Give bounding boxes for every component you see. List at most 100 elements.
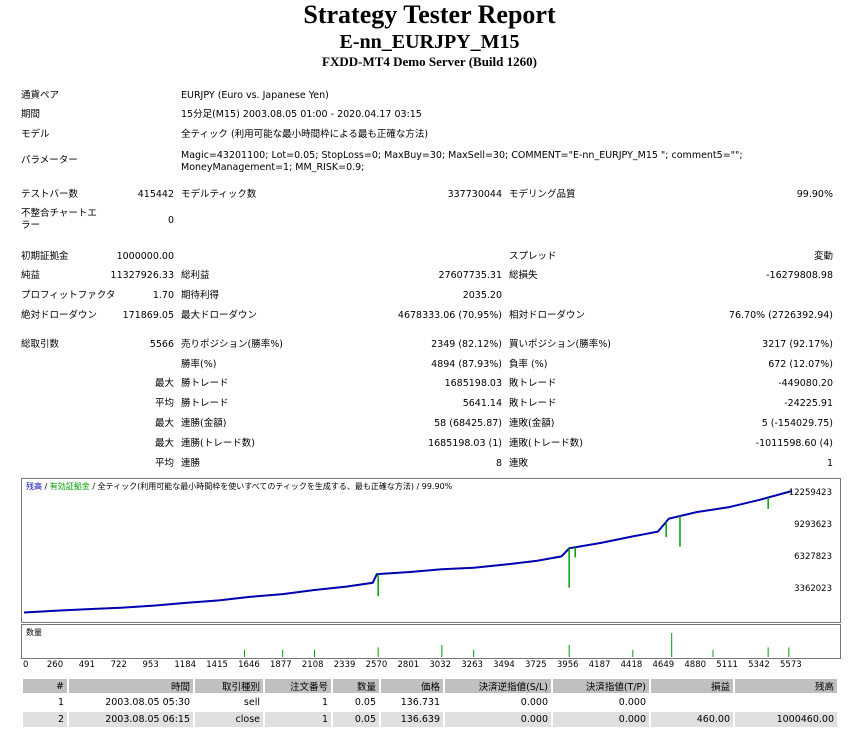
period-label: 期間 — [21, 109, 41, 120]
cell-volume: 0.05 — [333, 712, 379, 727]
cell-number: 2 — [23, 712, 67, 727]
x-tick-label: 5573 — [780, 660, 802, 670]
volume-chart: 数量 396224 — [21, 624, 841, 659]
balance-line — [23, 490, 793, 614]
cell-price: 136.731 — [381, 695, 443, 710]
legend-equity: 有効証拠金 — [49, 482, 90, 491]
mismatch-value: 0 — [167, 215, 174, 226]
largest-win-label: 勝トレード — [181, 378, 229, 389]
avg-word: 平均 — [154, 398, 174, 409]
avg-cons-losses-value: 1 — [826, 458, 833, 469]
abs-drawdown-label: 絶対ドローダウン — [21, 310, 98, 321]
loss-pct-label: 負率 (%) — [509, 359, 548, 370]
x-tick-label: 1646 — [238, 660, 260, 670]
ticks-label: モデルティック数 — [181, 189, 257, 200]
cons-profit-value: 1685198.03 (1) — [428, 438, 502, 449]
long-positions-value: 3217 (92.17%) — [762, 339, 833, 350]
y-tick-label: 3362023 — [794, 584, 832, 594]
gross-loss-value: -16279808.98 — [766, 270, 833, 281]
table-row: 1 2003.08.05 05:30 sell 1 0.05 136.731 0… — [23, 695, 837, 710]
loss-pct-value: 672 (12.07%) — [768, 359, 833, 370]
x-tick-label: 2108 — [301, 660, 324, 670]
avg-win-value: 5641.14 — [462, 398, 502, 409]
col-header-type: 取引種別 — [195, 679, 263, 693]
win-pct-value: 4894 (87.93%) — [431, 359, 502, 370]
quality-label: モデリング品質 — [509, 189, 576, 200]
cell-type: close — [195, 712, 263, 727]
avg-loss-value: -24225.91 — [784, 398, 833, 409]
col-header-balance: 残高 — [735, 679, 837, 693]
legend-model: 全ティック(利用可能な最小時間枠を使いすべてのティックを生成する、最も正確な方法… — [97, 482, 414, 491]
bars-label: テストバー数 — [21, 189, 79, 200]
y-tick-label: 6327823 — [794, 552, 832, 562]
mismatch-label-2: ラー — [21, 220, 41, 231]
y-tick-label: 12259423 — [788, 488, 832, 498]
cons-profit-label: 連勝(トレード数) — [181, 438, 255, 449]
gross-profit-value: 27607735.31 — [438, 270, 502, 281]
x-tick-label: 2339 — [333, 660, 356, 670]
x-tick-label: 4649 — [652, 660, 675, 670]
x-tick-label: 491 — [78, 660, 95, 670]
bars-value: 415442 — [137, 189, 174, 200]
x-tick-label: 953 — [142, 660, 159, 670]
model-value: 全ティック (利用可能な最小時間枠による最も正確な方法) — [181, 129, 429, 140]
cell-balance — [735, 695, 837, 710]
chart-legend: 残高 / 有効証拠金 / 全ティック(利用可能な最小時間枠を使いすべてのティック… — [26, 482, 452, 492]
gross-loss-label: 総損失 — [509, 270, 538, 281]
col-header-volume: 数量 — [333, 679, 379, 693]
abs-drawdown-value: 171869.05 — [122, 310, 174, 321]
cell-order: 1 — [265, 712, 331, 727]
avg-cons-losses-label: 連敗 — [509, 458, 529, 469]
balance-chart: 残高 / 有効証拠金 / 全ティック(利用可能な最小時間枠を使いすべてのティック… — [21, 478, 841, 623]
cons-loss-amount-value: -1011598.60 (4) — [755, 438, 833, 449]
max-drawdown-value: 4678333.06 (70.95%) — [397, 310, 502, 321]
col-header-order: 注文番号 — [265, 679, 331, 693]
max-word: 最大 — [154, 378, 174, 389]
net-profit-value: 11327926.33 — [110, 270, 174, 281]
cell-tp: 0.000 — [553, 712, 649, 727]
total-trades-label: 総取引数 — [21, 339, 60, 350]
legend-sep: / — [89, 482, 98, 491]
max-word: 最大 — [154, 418, 174, 429]
col-header-time: 時間 — [69, 679, 193, 693]
x-tick-label: 1415 — [206, 660, 228, 670]
rel-drawdown-value: 76.70% (2726392.94) — [728, 310, 833, 321]
volume-chart-svg — [243, 633, 790, 657]
total-trades-value: 5566 — [149, 339, 174, 350]
x-tick-label: 0 — [23, 660, 29, 670]
cell-sl: 0.000 — [445, 712, 551, 727]
legend-balance: 残高 — [26, 482, 42, 491]
y-tick-label: 396224 — [800, 625, 832, 627]
ticks-value: 337730044 — [447, 189, 502, 200]
col-header-price: 価格 — [381, 679, 443, 693]
cons-losses-label: 連敗(金額) — [509, 418, 555, 429]
report-subtitle: E-nn_EURJPY_M15 — [339, 31, 520, 53]
avg-loss-label: 敗トレード — [509, 398, 557, 409]
cons-wins-value: 58 (68425.87) — [434, 418, 502, 429]
deposit-label: 初期証拠金 — [21, 251, 69, 262]
largest-loss-value: -449080.20 — [778, 378, 833, 389]
x-tick-label: 5111 — [716, 660, 738, 670]
cell-number: 1 — [23, 695, 67, 710]
cons-wins-label: 連勝(金額) — [181, 418, 227, 429]
trades-header-row: # 時間 取引種別 注文番号 数量 価格 決済逆指値(S/L) 決済指値(T/P… — [23, 679, 837, 693]
symbol-label: 通貨ペア — [21, 90, 60, 101]
cons-losses-value: 5 (-154029.75) — [761, 418, 833, 429]
model-label: モデル — [21, 129, 50, 140]
avg-cons-wins-value: 8 — [495, 458, 502, 469]
table-row: 2 2003.08.05 06:15 close 1 0.05 136.639 … — [23, 712, 837, 727]
legend-sep: / — [42, 482, 50, 491]
x-tick-label: 3956 — [556, 660, 579, 670]
rel-drawdown-label: 相対ドローダウン — [509, 310, 586, 321]
profit-factor-label: プロフィットファクタ — [21, 290, 116, 301]
cell-volume: 0.05 — [333, 695, 379, 710]
largest-win-value: 1685198.03 — [444, 378, 502, 389]
period-value: 15分足(M15) 2003.08.05 01:00 - 2020.04.17 … — [181, 109, 422, 120]
x-tick-label: 3725 — [525, 660, 547, 670]
x-tick-label: 3032 — [429, 660, 452, 670]
avg-word: 平均 — [154, 458, 174, 469]
profit-factor-value: 1.70 — [152, 290, 174, 301]
mismatch-label-1: 不整合チャートエ — [21, 208, 97, 219]
spread-value: 変動 — [813, 251, 833, 262]
short-positions-value: 2349 (82.12%) — [431, 339, 502, 350]
